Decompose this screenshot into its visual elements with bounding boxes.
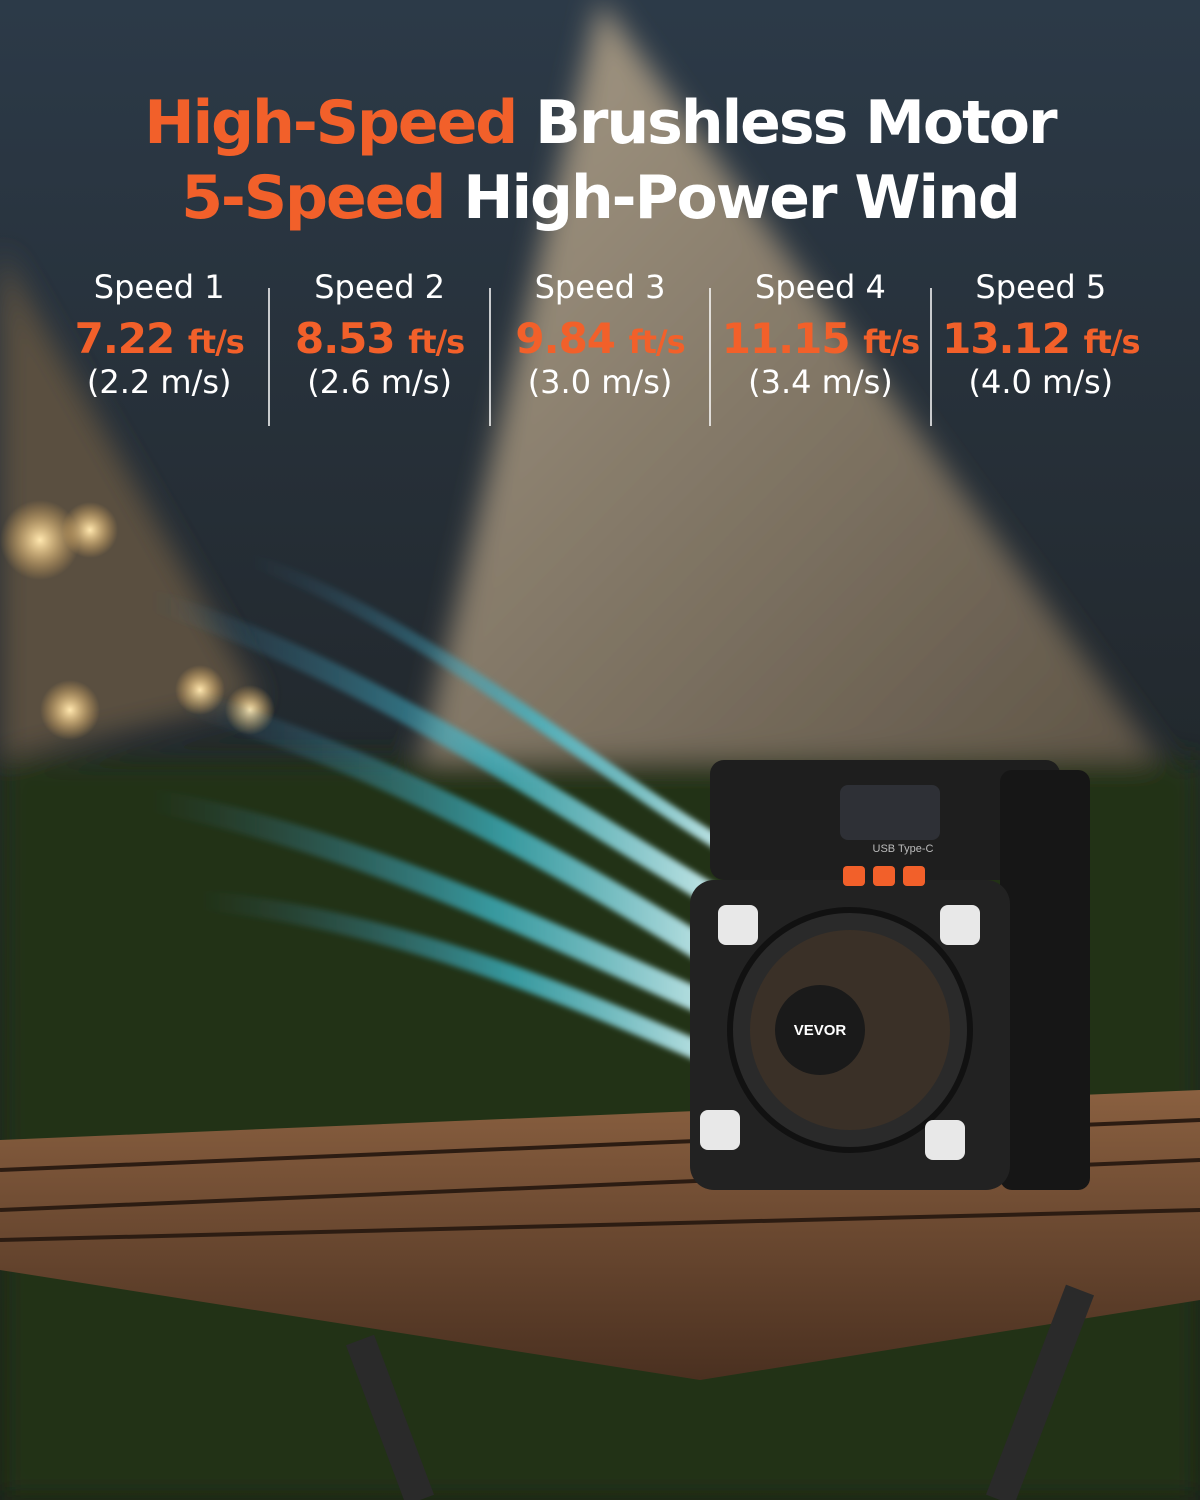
headline-line: 5-Speed High-Power Wind: [0, 163, 1200, 233]
speed-unit: ft/s: [187, 323, 245, 361]
headline-text: High-Power Wind: [463, 163, 1021, 233]
speed-number: 7.22: [74, 314, 176, 363]
speed-list: Speed 1 7.22 ft/s (2.2 m/s) Speed 2 8.53 ft/…: [50, 268, 1150, 426]
speed-metric: (4.0 m/s): [968, 363, 1114, 401]
speed-label: Speed 2: [314, 268, 446, 306]
speed-column: Speed 3 9.84 ft/s (3.0 m/s): [488, 268, 709, 426]
speed-column: Speed 2 8.53 ft/s (2.6 m/s): [268, 268, 488, 426]
speed-number: 8.53: [295, 314, 396, 363]
speed-metric: (3.0 m/s): [527, 363, 673, 401]
brand-logo: VEVOR: [794, 1022, 847, 1039]
speed-number: 13.12: [942, 314, 1071, 363]
speed-number: 9.84: [515, 314, 616, 363]
speed-label: Speed 1: [93, 268, 225, 306]
speed-unit: ft/s: [1083, 323, 1141, 361]
speed-value: 11.15 ft/s: [711, 314, 929, 363]
headline-accent: 5-Speed: [181, 163, 446, 233]
fan: VEVOR USB Type-C: [690, 760, 1090, 1190]
speed-column: Speed 1 7.22 ft/s (2.2 m/s): [50, 268, 268, 426]
speed-value: 9.84 ft/s: [491, 314, 709, 363]
speed-metric: (2.2 m/s): [86, 363, 232, 401]
speed-metric: (2.6 m/s): [307, 363, 452, 401]
speed-unit: ft/s: [863, 323, 920, 361]
speed-unit: ft/s: [628, 323, 686, 361]
speed-metric: (3.4 m/s): [748, 363, 893, 401]
headline-line: High-Speed Brushless Motor: [0, 88, 1200, 158]
speed-unit: ft/s: [408, 323, 465, 361]
speed-column: Speed 4 11.15 ft/s (3.4 m/s): [709, 268, 929, 426]
speed-label: Speed 5: [975, 268, 1107, 306]
speed-number: 11.15: [721, 314, 851, 363]
speed-column: Speed 5 13.12 ft/s (4.0 m/s): [929, 268, 1150, 426]
speed-value: 8.53 ft/s: [270, 314, 488, 363]
port-label: USB Type-C: [873, 843, 934, 855]
speed-label: Speed 3: [534, 268, 666, 306]
headline-text: Brushless Motor: [535, 88, 1057, 158]
speed-label: Speed 4: [755, 268, 886, 306]
headline-accent: High-Speed: [144, 88, 518, 158]
speed-value: 7.22 ft/s: [50, 314, 268, 363]
speed-value: 13.12 ft/s: [932, 314, 1150, 363]
